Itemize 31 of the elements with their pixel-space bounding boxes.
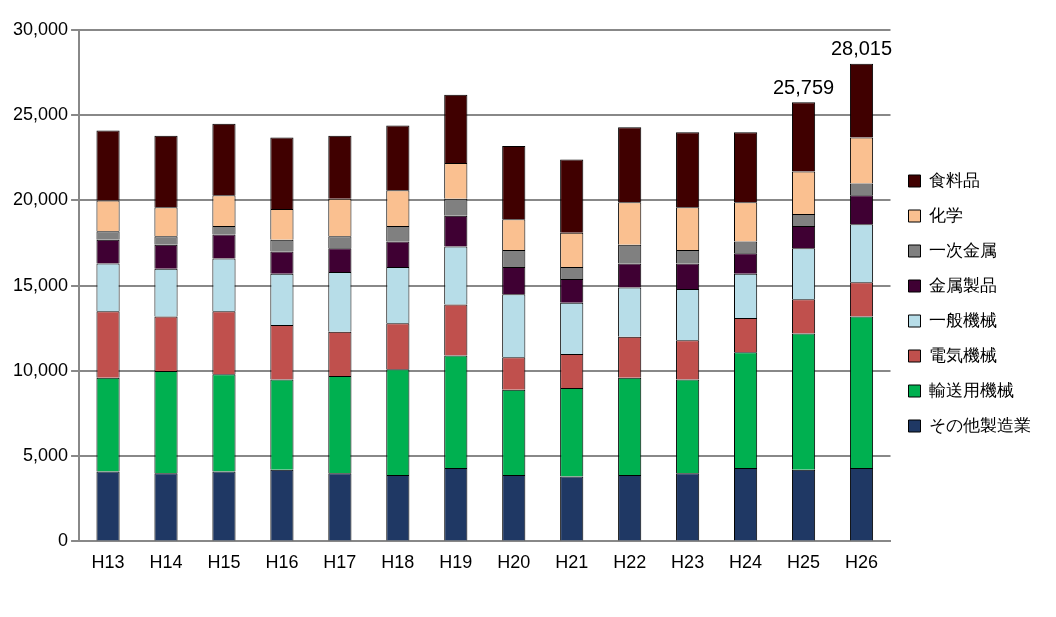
x-tick-label: H13 — [91, 552, 125, 573]
x-tick-label: H21 — [555, 552, 589, 573]
y-tick-label: 5,000 — [23, 445, 69, 466]
y-tick-label: 0 — [58, 530, 69, 551]
total-label: 25,759 — [772, 75, 835, 98]
x-tick-label: H19 — [439, 552, 473, 573]
x-tick-label: H16 — [265, 552, 299, 573]
x-tick-label: H14 — [149, 552, 183, 573]
x-tick-label: H24 — [729, 552, 763, 573]
y-tick-label: 10,000 — [12, 359, 69, 380]
x-tick-label: H22 — [613, 552, 647, 573]
legend-label: 金属製品 — [929, 275, 997, 295]
x-tick-label: H23 — [671, 552, 705, 573]
y-tick-label: 30,000 — [12, 18, 69, 39]
legend-label: 食料品 — [929, 170, 980, 190]
y-tick-label: 25,000 — [12, 104, 69, 125]
y-tick-label: 20,000 — [12, 189, 69, 210]
legend-label: 輸送用機械 — [929, 380, 1014, 400]
x-tick-label: H17 — [323, 552, 357, 573]
x-tick-label: H26 — [845, 552, 879, 573]
legend-label: 電気機械 — [929, 345, 997, 365]
legend-label: 一次金属 — [929, 240, 997, 260]
x-tick-label: H20 — [497, 552, 531, 573]
legend-label: その他製造業 — [929, 415, 1031, 435]
y-tick-label: 15,000 — [12, 274, 69, 295]
legend-label: 一般機械 — [929, 310, 997, 330]
legend-label: 化学 — [929, 205, 963, 225]
x-tick-label: H15 — [207, 552, 241, 573]
x-tick-label: H18 — [381, 552, 415, 573]
total-label: 28,015 — [830, 37, 893, 60]
x-tick-label: H25 — [787, 552, 821, 573]
